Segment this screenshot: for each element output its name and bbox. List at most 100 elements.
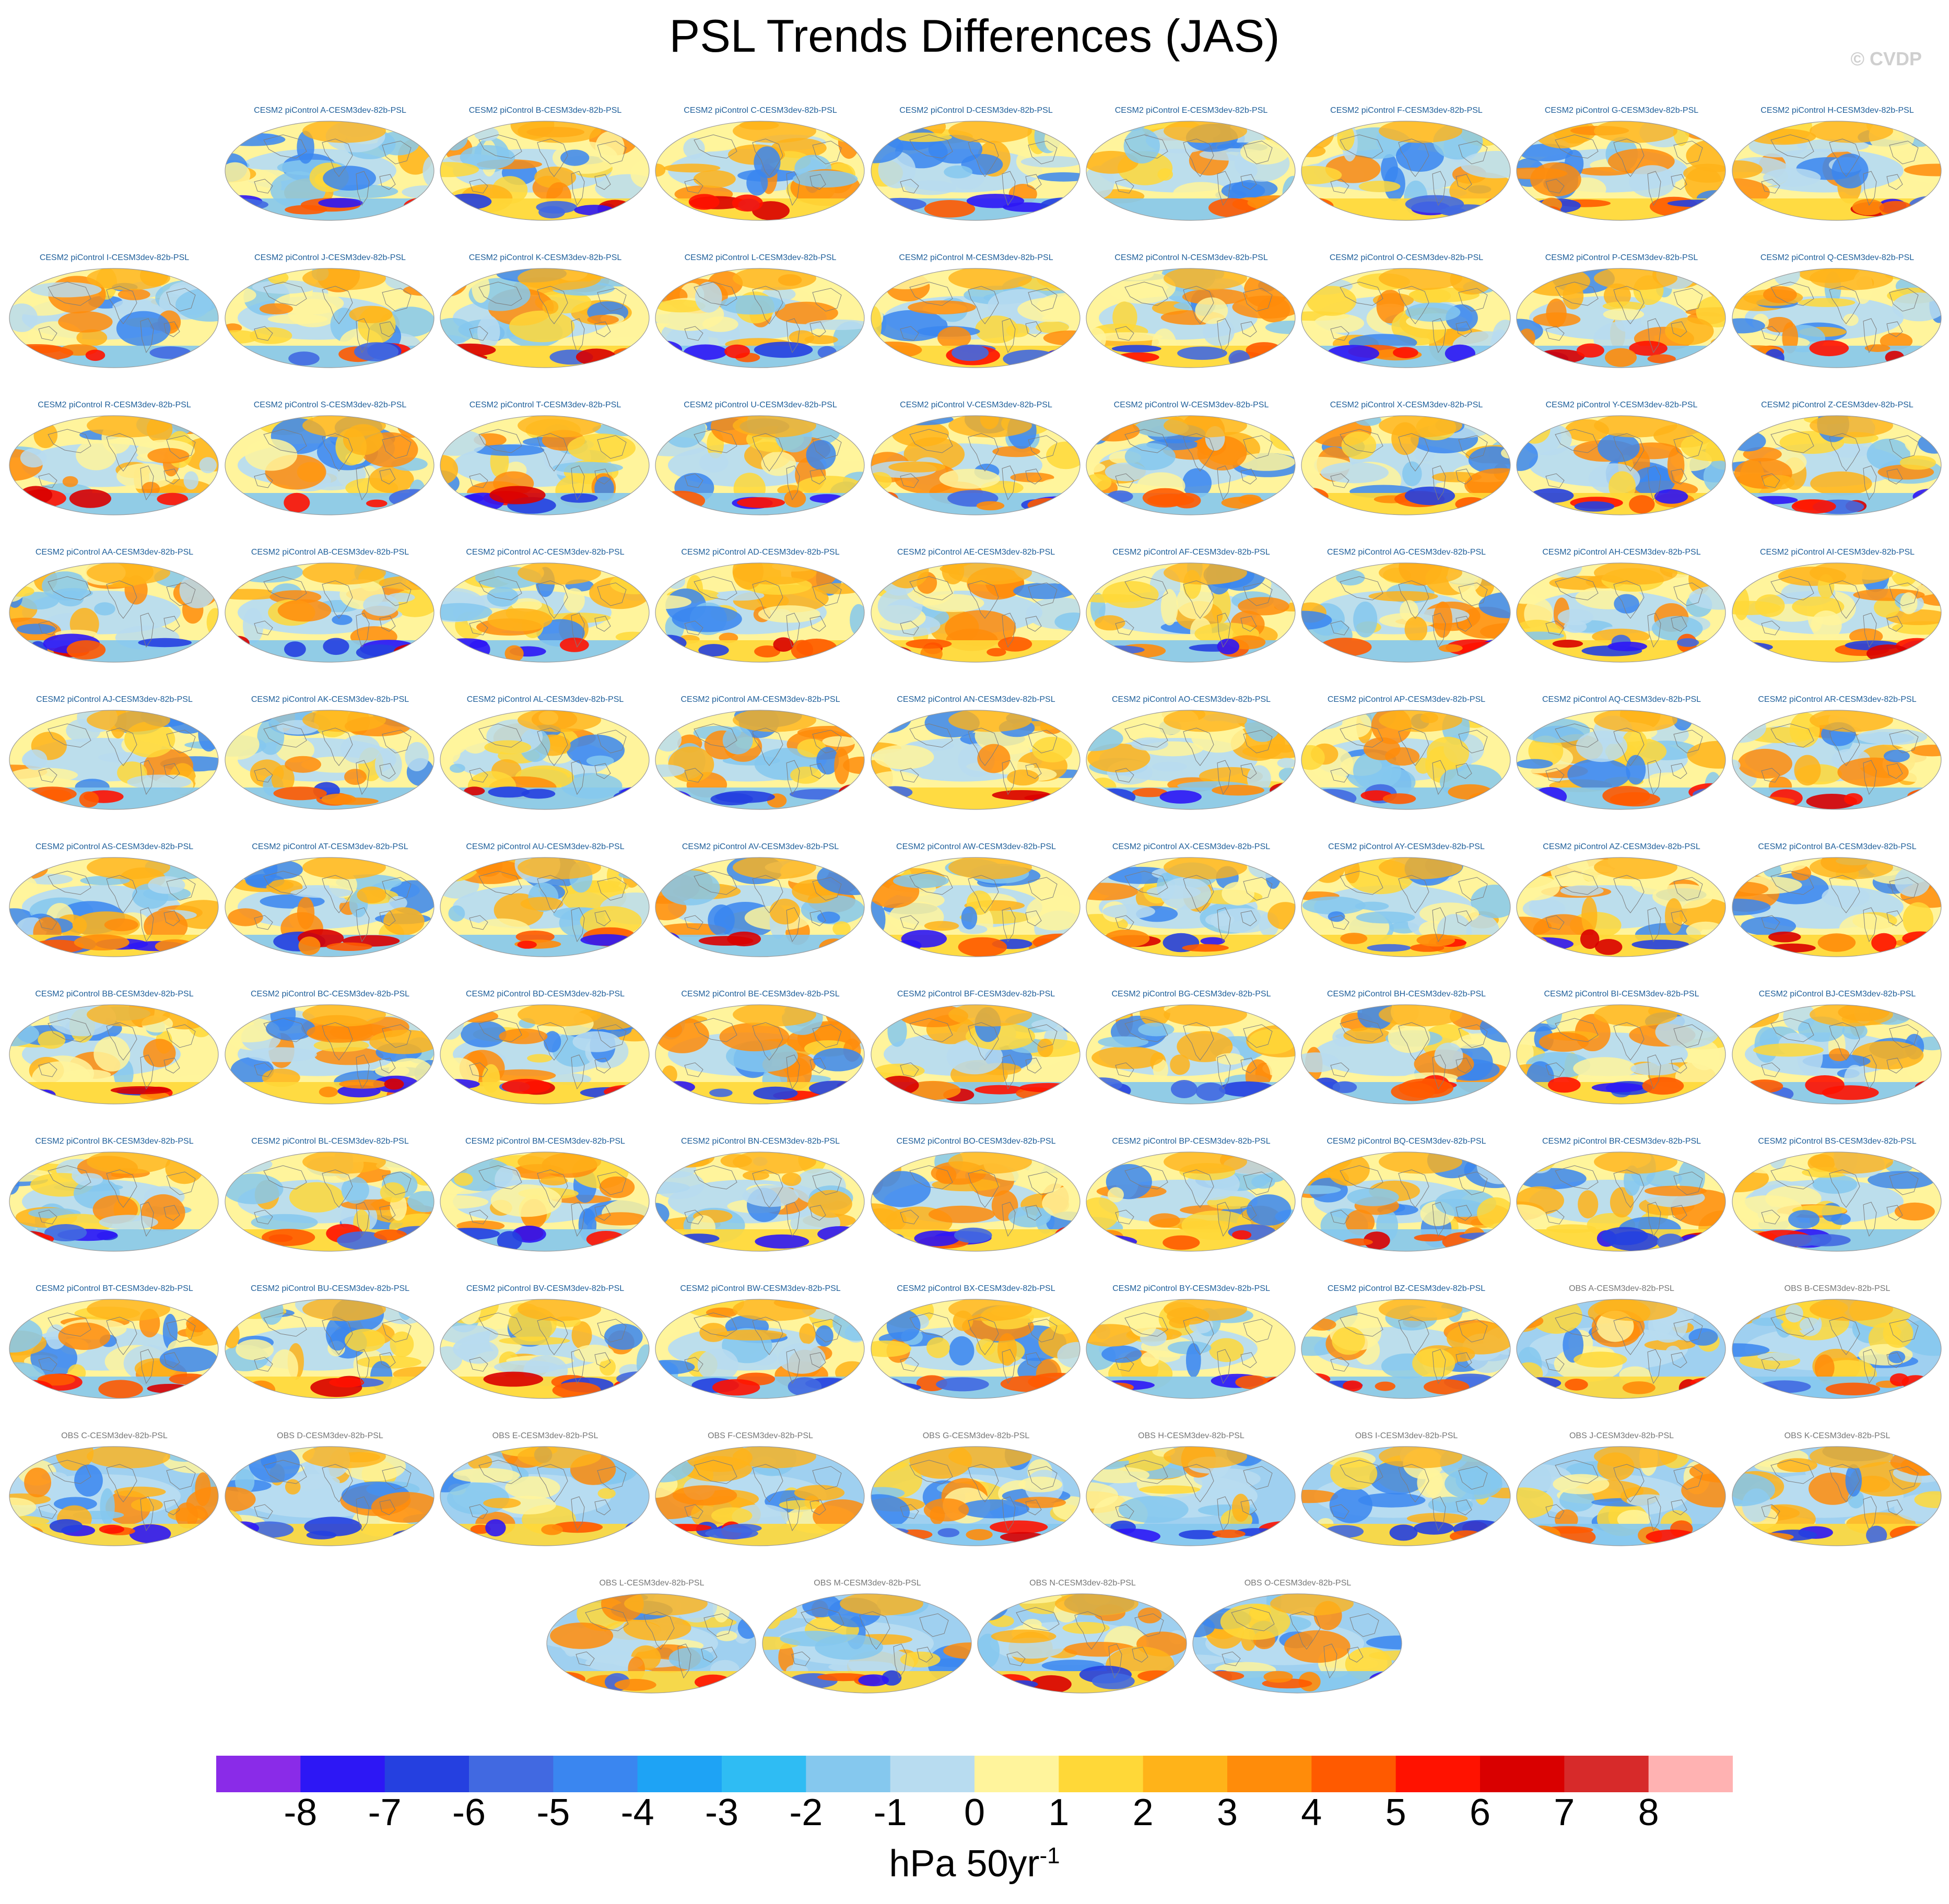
panel-title: CESM2 piControl BU-CESM3dev-82b-PSL xyxy=(250,1284,410,1293)
map-panel: CESM2 piControl P-CESM3dev-82b-PSL xyxy=(1514,253,1729,409)
panel-map xyxy=(225,268,435,368)
map-panel: OBS D-CESM3dev-82b-PSL xyxy=(223,1431,437,1588)
panel-map xyxy=(1732,121,1942,221)
panel-title: CESM2 piControl Y-CESM3dev-82b-PSL xyxy=(1545,401,1698,409)
panel-map xyxy=(440,1446,650,1546)
panel-title: CESM2 piControl R-CESM3dev-82b-PSL xyxy=(38,401,191,409)
colorbar-tick-label: 0 xyxy=(964,1792,985,1834)
panel-title: CESM2 piControl U-CESM3dev-82b-PSL xyxy=(684,401,837,409)
map-panel: CESM2 piControl V-CESM3dev-82b-PSL xyxy=(869,400,1083,557)
colorbar-tick-label: -6 xyxy=(452,1792,486,1834)
map-panel: CESM2 piControl AA-CESM3dev-82b-PSL xyxy=(7,547,221,704)
panel-title: OBS J-CESM3dev-82b-PSL xyxy=(1569,1431,1674,1440)
map-panel: CESM2 piControl AH-CESM3dev-82b-PSL xyxy=(1514,547,1729,704)
map-panel: CESM2 piControl BZ-CESM3dev-82b-PSL xyxy=(1299,1284,1513,1440)
colorbar-tick-label: -1 xyxy=(873,1792,907,1834)
panel-title: CESM2 piControl AH-CESM3dev-82b-PSL xyxy=(1542,548,1701,557)
panel-title: CESM2 piControl W-CESM3dev-82b-PSL xyxy=(1113,401,1269,409)
panel-title: OBS I-CESM3dev-82b-PSL xyxy=(1355,1431,1458,1440)
map-panel: CESM2 piControl BX-CESM3dev-82b-PSL xyxy=(869,1284,1083,1440)
panel-map xyxy=(440,710,650,810)
panel-title: CESM2 piControl L-CESM3dev-82b-PSL xyxy=(684,253,837,262)
panel-title: OBS B-CESM3dev-82b-PSL xyxy=(1784,1284,1891,1293)
map-panel: OBS L-CESM3dev-82b-PSL xyxy=(545,1578,759,1735)
panel-title: CESM2 piControl BQ-CESM3dev-82b-PSL xyxy=(1326,1137,1486,1146)
map-panel: CESM2 piControl AQ-CESM3dev-82b-PSL xyxy=(1514,695,1729,851)
watermark: © CVDP xyxy=(1850,48,1922,69)
panel-map xyxy=(871,710,1081,810)
panel-title: OBS D-CESM3dev-82b-PSL xyxy=(277,1431,383,1440)
map-panel: CESM2 piControl AE-CESM3dev-82b-PSL xyxy=(869,547,1083,704)
panel-map xyxy=(1516,415,1726,515)
map-panel: OBS A-CESM3dev-82b-PSL xyxy=(1514,1284,1729,1440)
colorbar-tick-label: -2 xyxy=(789,1792,823,1834)
map-panel: CESM2 piControl AR-CESM3dev-82b-PSL xyxy=(1730,695,1944,851)
colorbar-units: hPa 50yr-1 xyxy=(0,1842,1949,1885)
panel-title: OBS L-CESM3dev-82b-PSL xyxy=(599,1579,705,1588)
panel-title: CESM2 piControl AO-CESM3dev-82b-PSL xyxy=(1111,695,1271,704)
colorbar-swatch xyxy=(806,1756,891,1792)
panel-title: CESM2 piControl N-CESM3dev-82b-PSL xyxy=(1114,253,1268,262)
map-panel: CESM2 piControl AD-CESM3dev-82b-PSL xyxy=(653,547,867,704)
map-panel: CESM2 piControl D-CESM3dev-82b-PSL xyxy=(869,105,1083,262)
panel-title: CESM2 piControl BH-CESM3dev-82b-PSL xyxy=(1326,990,1486,998)
colorbar-tick-label: -8 xyxy=(284,1792,318,1834)
colorbar-swatch xyxy=(637,1756,722,1792)
map-panel: CESM2 piControl K-CESM3dev-82b-PSL xyxy=(438,253,652,409)
panel-title: CESM2 piControl V-CESM3dev-82b-PSL xyxy=(900,401,1052,409)
colorbar-swatch xyxy=(1059,1756,1144,1792)
units-text: hPa 50yr xyxy=(889,1843,1040,1885)
map-panel: CESM2 piControl BK-CESM3dev-82b-PSL xyxy=(7,1136,221,1293)
map-panel: CESM2 piControl AZ-CESM3dev-82b-PSL xyxy=(1514,842,1729,998)
panel-title: CESM2 piControl E-CESM3dev-82b-PSL xyxy=(1114,106,1268,115)
panel-map xyxy=(1301,710,1511,810)
map-panel: CESM2 piControl AY-CESM3dev-82b-PSL xyxy=(1299,842,1513,998)
panel-map xyxy=(1301,1004,1511,1104)
map-panel: CESM2 piControl BI-CESM3dev-82b-PSL xyxy=(1514,989,1729,1146)
panel-map xyxy=(1516,710,1726,810)
map-panel: CESM2 piControl BG-CESM3dev-82b-PSL xyxy=(1084,989,1298,1146)
panel-map xyxy=(1516,121,1726,221)
map-panel: CESM2 piControl AI-CESM3dev-82b-PSL xyxy=(1730,547,1944,704)
panel-title: OBS K-CESM3dev-82b-PSL xyxy=(1784,1431,1891,1440)
panel-map xyxy=(440,121,650,221)
map-panel: CESM2 piControl L-CESM3dev-82b-PSL xyxy=(653,253,867,409)
panel-map xyxy=(440,562,650,663)
panel-map xyxy=(1732,1004,1942,1104)
panel-title: OBS F-CESM3dev-82b-PSL xyxy=(708,1431,813,1440)
map-panel: CESM2 piControl AV-CESM3dev-82b-PSL xyxy=(653,842,867,998)
colorbar-tick-label: -4 xyxy=(620,1792,654,1834)
colorbar-swatch xyxy=(1564,1756,1649,1792)
panel-title: CESM2 piControl D-CESM3dev-82b-PSL xyxy=(899,106,1053,115)
panel-map xyxy=(655,857,865,957)
panel-title: OBS O-CESM3dev-82b-PSL xyxy=(1244,1579,1352,1588)
colorbar-tick-label: -7 xyxy=(368,1792,402,1834)
map-panel: CESM2 piControl J-CESM3dev-82b-PSL xyxy=(223,253,437,409)
panel-title: CESM2 piControl BG-CESM3dev-82b-PSL xyxy=(1111,990,1271,998)
map-panel: CESM2 piControl BQ-CESM3dev-82b-PSL xyxy=(1299,1136,1513,1293)
panel-map xyxy=(225,562,435,663)
panel-title: CESM2 piControl BF-CESM3dev-82b-PSL xyxy=(897,990,1055,998)
map-panel: CESM2 piControl BM-CESM3dev-82b-PSL xyxy=(438,1136,652,1293)
panel-map xyxy=(1086,1004,1296,1104)
panel-map xyxy=(225,415,435,515)
panel-map xyxy=(871,121,1081,221)
map-panel: CESM2 piControl M-CESM3dev-82b-PSL xyxy=(869,253,1083,409)
map-panel: CESM2 piControl R-CESM3dev-82b-PSL xyxy=(7,400,221,557)
map-panel: CESM2 piControl Y-CESM3dev-82b-PSL xyxy=(1514,400,1729,557)
colorbar-swatch xyxy=(216,1756,301,1792)
panel-map xyxy=(871,1004,1081,1104)
map-panel: CESM2 piControl AS-CESM3dev-82b-PSL xyxy=(7,842,221,998)
panel-map xyxy=(9,415,219,515)
panel-map xyxy=(1732,1446,1942,1546)
map-panel: CESM2 piControl BY-CESM3dev-82b-PSL xyxy=(1084,1284,1298,1440)
map-panel: OBS E-CESM3dev-82b-PSL xyxy=(438,1431,652,1588)
panel-map xyxy=(1086,415,1296,515)
colorbar-tick-label: 5 xyxy=(1385,1792,1406,1834)
panel-title: CESM2 piControl AW-CESM3dev-82b-PSL xyxy=(896,842,1056,851)
panel-title: CESM2 piControl M-CESM3dev-82b-PSL xyxy=(899,253,1053,262)
panel-title: CESM2 piControl BS-CESM3dev-82b-PSL xyxy=(1758,1137,1917,1146)
panel-title: CESM2 piControl AZ-CESM3dev-82b-PSL xyxy=(1543,842,1700,851)
panel-title: CESM2 piControl BA-CESM3dev-82b-PSL xyxy=(1758,842,1917,851)
panel-map xyxy=(1516,268,1726,368)
